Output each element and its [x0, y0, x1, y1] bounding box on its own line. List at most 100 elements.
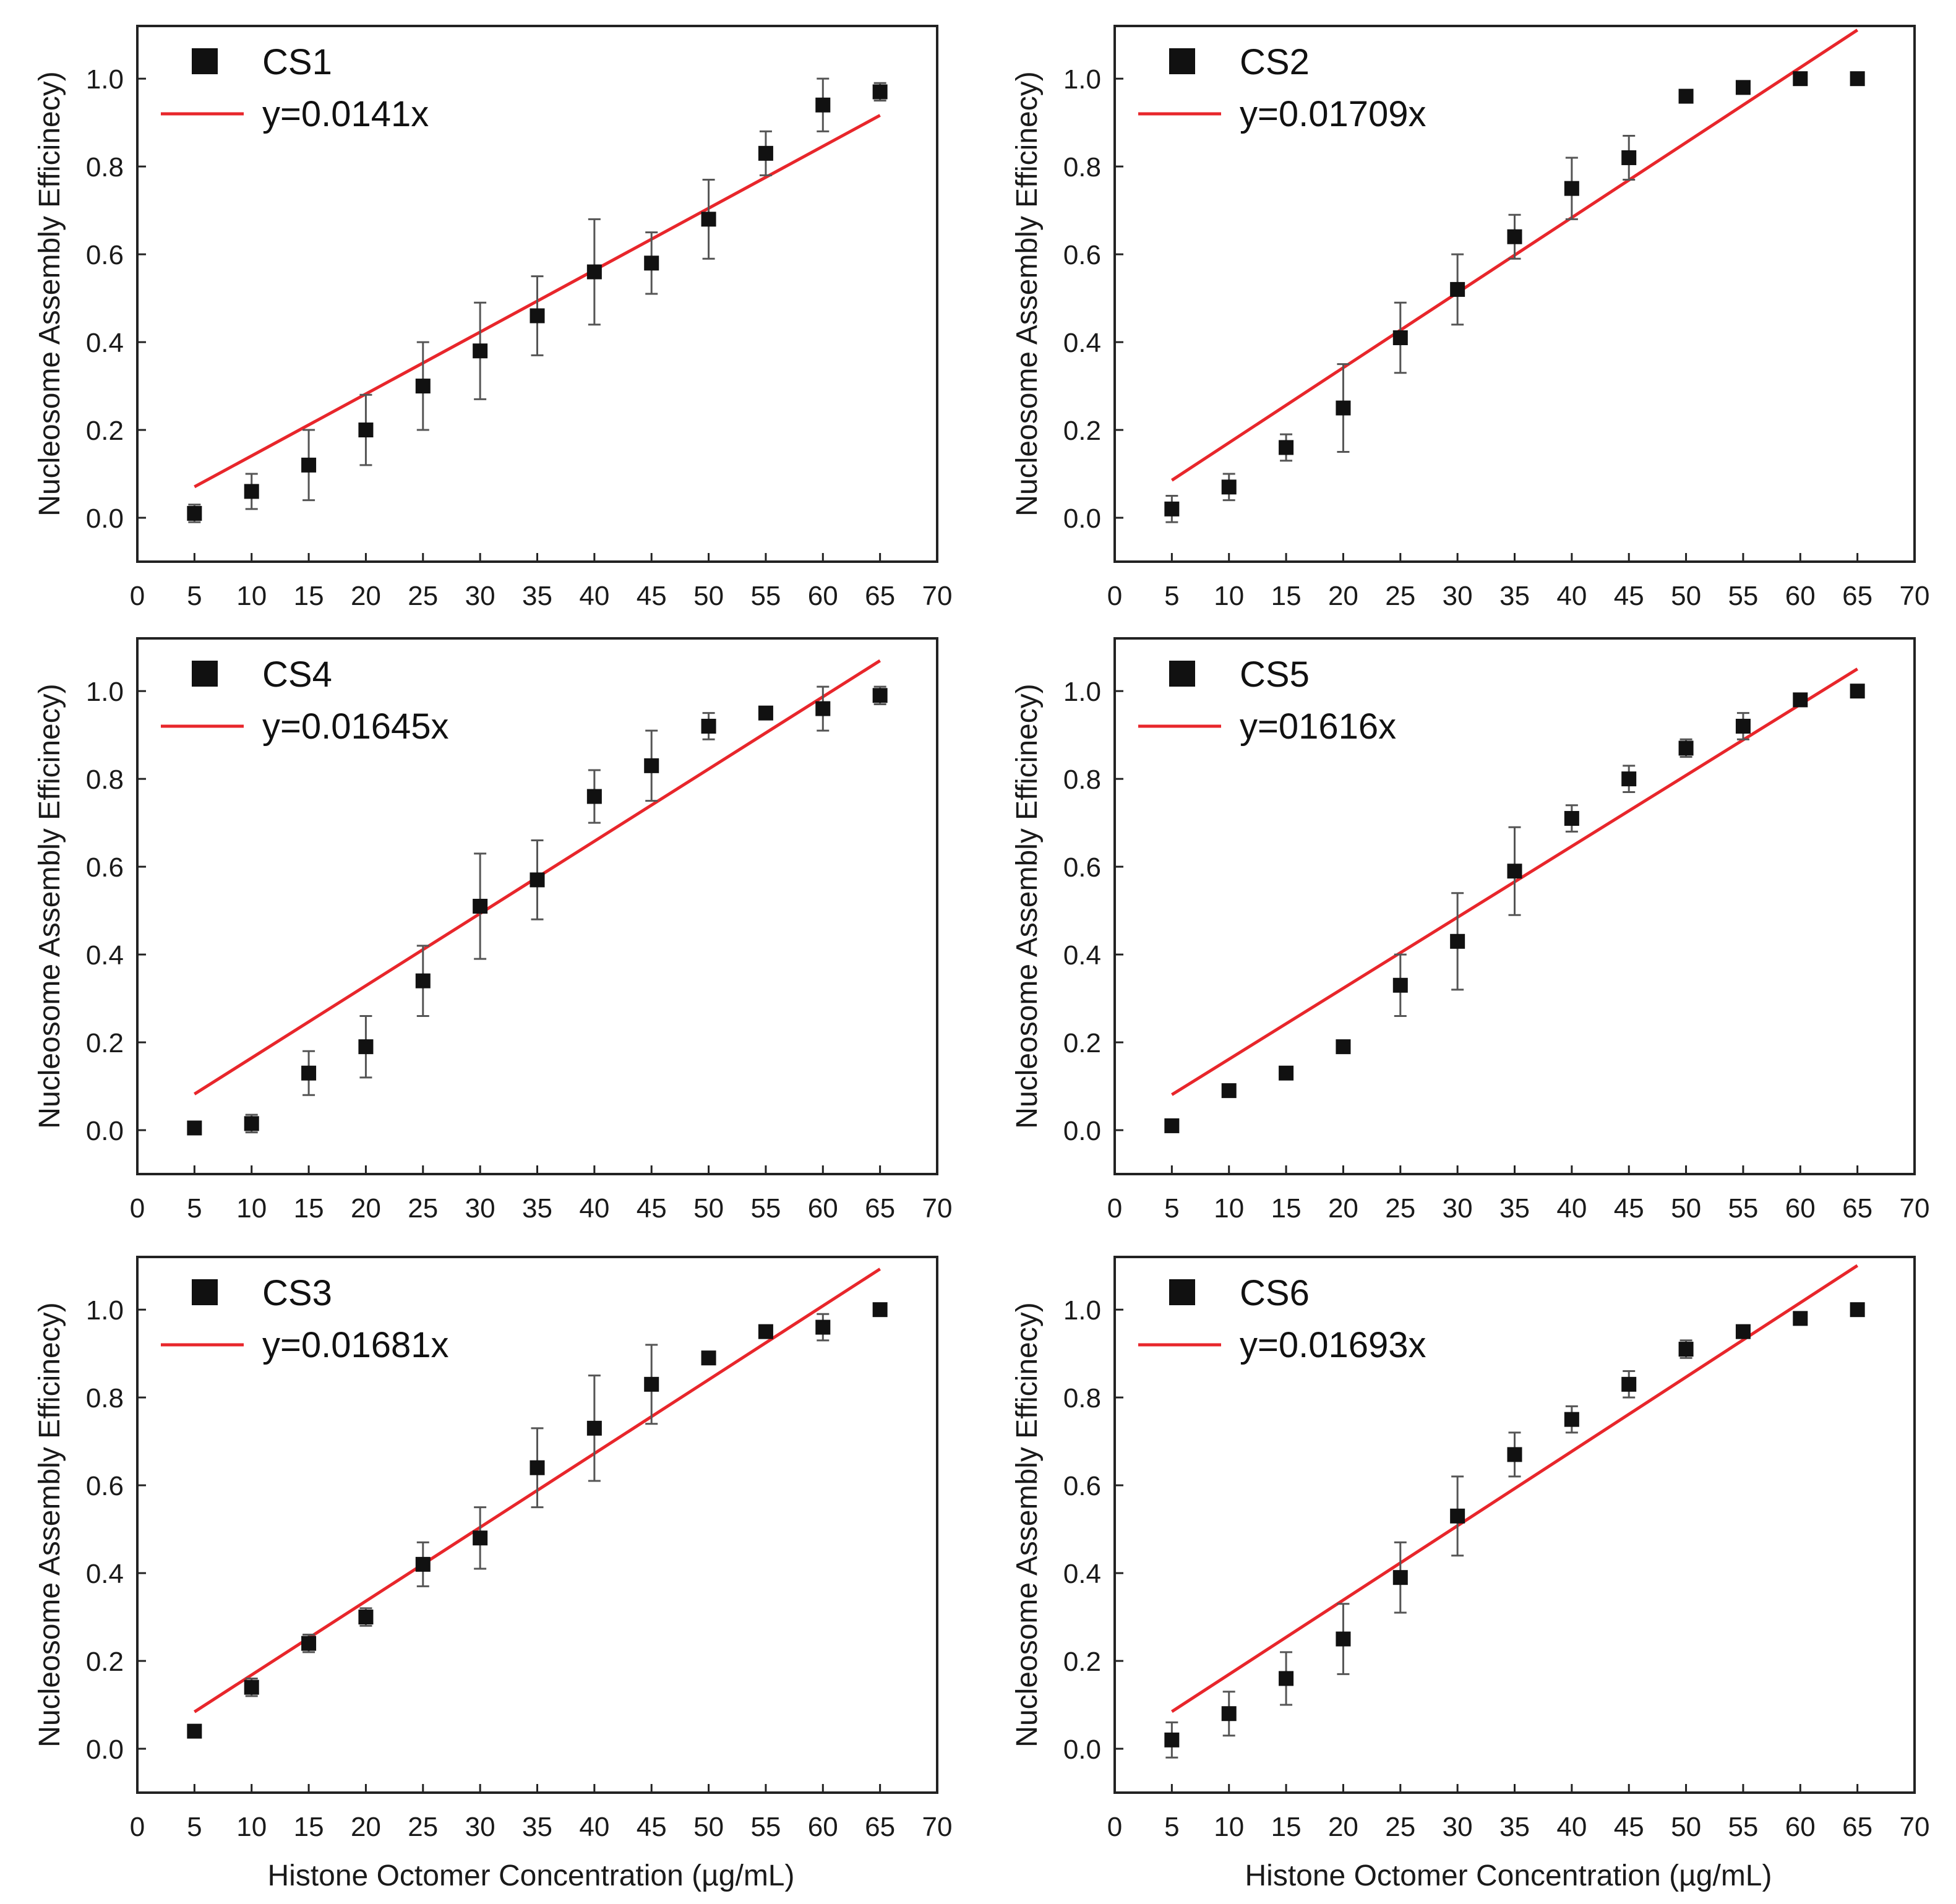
y-axis-label: Nucleosome Assembly Efficinecy)	[33, 71, 66, 516]
data-point	[1507, 229, 1522, 244]
x-tick-label: 65	[1842, 1812, 1872, 1842]
legend-marker	[1169, 661, 1195, 687]
y-tick-label: 0.8	[86, 152, 124, 182]
data-point	[1793, 1311, 1808, 1326]
y-tick-label: 1.0	[86, 64, 124, 95]
data-point	[1735, 1324, 1751, 1339]
data-point	[1735, 80, 1751, 95]
legend-fit-label: y=0.01681x	[262, 1325, 449, 1365]
data-point	[301, 1065, 317, 1081]
data-point	[1164, 1118, 1180, 1133]
y-tick-label: 0.2	[1063, 1647, 1101, 1677]
x-tick-label: 15	[1271, 1812, 1302, 1842]
chart-panel-cs2: 0 5 10 15 20 25 30 35 40 45 50 55 60 65 70 0.0 0.2 0.4 0.6…	[1011, 25, 1929, 611]
data-point	[758, 1324, 773, 1339]
x-tick-label: 60	[808, 581, 838, 611]
x-tick-label: 5	[1164, 1812, 1179, 1842]
x-tick-label: 25	[1385, 1193, 1415, 1224]
data-point	[1392, 1570, 1408, 1585]
data-point	[1336, 1039, 1351, 1055]
x-tick-label: 0	[1107, 581, 1122, 611]
y-tick-label: 0.8	[86, 1383, 124, 1413]
x-tick-label: 50	[693, 1193, 724, 1224]
legend-marker	[192, 661, 218, 687]
data-point	[1621, 150, 1637, 165]
x-tick-label: 0	[130, 1812, 145, 1842]
y-tick-label: 0.2	[86, 1028, 124, 1058]
y-tick-label: 0.6	[1063, 852, 1101, 883]
data-point	[872, 1302, 888, 1318]
x-tick-label: 60	[808, 1812, 838, 1842]
x-tick-label: 60	[808, 1193, 838, 1224]
data-point	[530, 1460, 545, 1475]
y-tick-label: 0.4	[86, 940, 124, 971]
y-tick-label: 0.2	[86, 1647, 124, 1677]
y-tick-label: 0.2	[1063, 1028, 1101, 1058]
x-tick-label: 30	[1443, 1812, 1473, 1842]
chart-panel-cs3: 0 5 10 15 20 25 30 35 40 45 50 55 60 65 70 0.0 0.2 0.4 0.6…	[33, 1256, 952, 1892]
data-point	[530, 308, 545, 324]
legend-marker	[1169, 1279, 1195, 1305]
x-tick-label: 15	[294, 1812, 324, 1842]
data-point	[872, 84, 888, 100]
x-tick-label: 5	[1164, 581, 1179, 611]
x-tick-label: 50	[693, 1812, 724, 1842]
data-point	[415, 973, 431, 988]
x-tick-label: 50	[1671, 1812, 1701, 1842]
chart-panel-cs5: 0 5 10 15 20 25 30 35 40 45 50 55 60 65 70 0.0 0.2 0.4 0.6…	[1011, 637, 1929, 1224]
legend-fit-label: y=01616x	[1240, 706, 1396, 747]
x-tick-label: 70	[1900, 1812, 1930, 1842]
x-tick-label: 5	[1164, 1193, 1179, 1224]
x-tick-label: 0	[1107, 1812, 1122, 1842]
x-axis-label: Histone Octomer Concentration (µg/mL)	[1245, 1859, 1772, 1892]
data-point	[872, 688, 888, 703]
data-point	[244, 484, 259, 499]
chart-panel-cs4: 0 5 10 15 20 25 30 35 40 45 50 55 60 65 70 0.0 0.2 0.4 0.6…	[33, 637, 952, 1224]
data-point	[1450, 1508, 1465, 1524]
legend-series-name: CS1	[262, 42, 332, 82]
data-point	[1221, 479, 1237, 495]
data-point	[1678, 1342, 1694, 1357]
x-tick-label: 35	[1499, 1812, 1530, 1842]
y-tick-label: 0.6	[86, 852, 124, 883]
x-tick-label: 0	[130, 1193, 145, 1224]
y-tick-label: 0.8	[86, 765, 124, 795]
x-tick-label: 30	[465, 1812, 495, 1842]
y-tick-label: 0.6	[1063, 240, 1101, 270]
data-point	[1564, 181, 1579, 196]
y-tick-label: 0.8	[1063, 152, 1101, 182]
x-tick-label: 45	[1614, 1812, 1644, 1842]
x-tick-label: 65	[1842, 1193, 1872, 1224]
y-tick-label: 0.4	[86, 1559, 124, 1589]
x-tick-label: 10	[236, 1193, 267, 1224]
x-tick-label: 10	[236, 1812, 267, 1842]
chart-panel-cs6: 0 5 10 15 20 25 30 35 40 45 50 55 60 65 70 0.0 0.2 0.4 0.6…	[1011, 1256, 1930, 1892]
data-point	[187, 1120, 202, 1136]
x-tick-label: 0	[1107, 1193, 1122, 1224]
x-tick-label: 30	[465, 1193, 495, 1224]
data-point	[415, 379, 431, 394]
legend-marker	[192, 1279, 218, 1305]
x-tick-label: 65	[865, 581, 895, 611]
x-tick-label: 20	[351, 581, 381, 611]
data-point	[187, 505, 202, 521]
data-point	[1735, 718, 1751, 734]
x-tick-label: 55	[750, 1812, 781, 1842]
legend-series-name: CS5	[1240, 654, 1310, 695]
y-tick-label: 0.2	[86, 416, 124, 446]
legend-marker	[1169, 48, 1195, 74]
x-tick-label: 15	[294, 1193, 324, 1224]
data-point	[758, 145, 773, 161]
x-axis-label: Histone Octomer Concentration (µg/mL)	[268, 1859, 795, 1892]
data-point	[358, 1610, 374, 1625]
y-tick-label: 0.8	[1063, 765, 1101, 795]
x-tick-label: 40	[579, 1193, 609, 1224]
y-tick-label: 0.6	[86, 240, 124, 270]
data-point	[1850, 684, 1865, 699]
x-tick-label: 15	[1271, 581, 1302, 611]
data-point	[644, 255, 659, 271]
legend-series-name: CS4	[262, 654, 332, 695]
y-tick-label: 1.0	[1063, 677, 1101, 707]
x-tick-label: 30	[1443, 581, 1473, 611]
